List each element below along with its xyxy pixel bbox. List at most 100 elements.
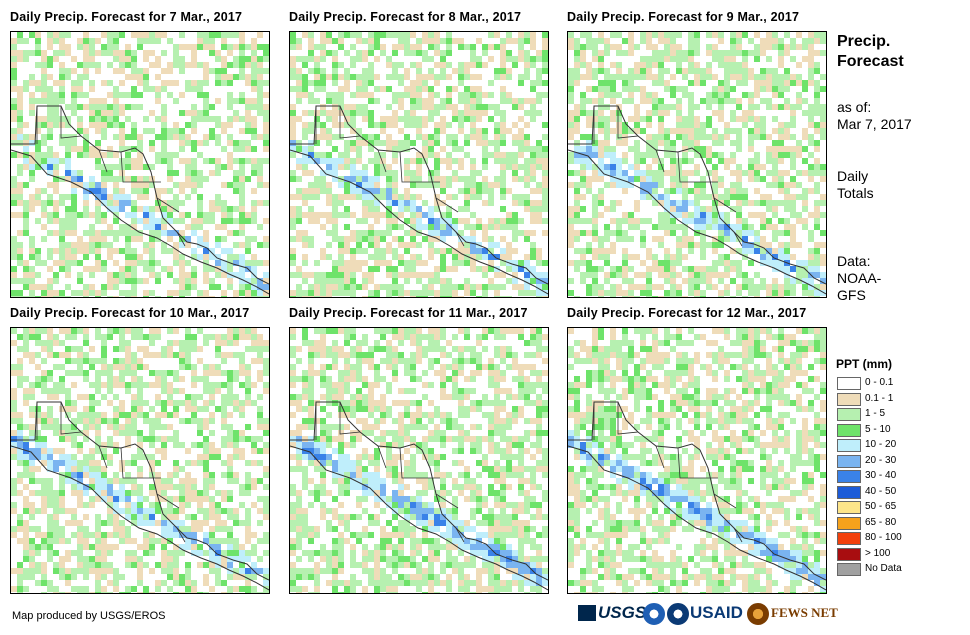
precip-cell [802, 170, 808, 176]
precip-cell [203, 514, 209, 520]
precip-cell [778, 260, 784, 266]
precip-cell [137, 236, 143, 242]
precip-cell [137, 376, 143, 382]
precip-cell [53, 496, 59, 502]
precip-cell [404, 176, 410, 182]
precip-cell [83, 152, 89, 158]
precip-cell [143, 74, 149, 80]
precip-cell [440, 68, 446, 74]
precip-cell [428, 334, 434, 340]
precip-cell [362, 248, 368, 254]
precip-cell [77, 586, 83, 592]
precip-cell [700, 134, 706, 140]
precip-cell [676, 68, 682, 74]
precip-cell [161, 218, 167, 224]
precip-cell [542, 38, 548, 44]
precip-cell [77, 364, 83, 370]
precip-cell [476, 74, 482, 80]
precip-cell [113, 116, 119, 122]
precip-cell [71, 436, 77, 442]
precip-cell [476, 254, 482, 260]
precip-cell [107, 62, 113, 68]
precip-cell [482, 110, 488, 116]
precip-cell [610, 218, 616, 224]
precip-cell [808, 122, 814, 128]
precip-cell [494, 296, 500, 297]
precip-cell [29, 140, 35, 146]
precip-cell [173, 544, 179, 550]
precip-cell [458, 146, 464, 152]
precip-cell [167, 230, 173, 236]
precip-cell [257, 418, 263, 424]
precip-cell [506, 158, 512, 164]
precip-cell [65, 254, 71, 260]
precip-cell [203, 364, 209, 370]
precip-cell [239, 44, 245, 50]
precip-cell [179, 358, 185, 364]
precip-cell [65, 284, 71, 290]
precip-cell [173, 532, 179, 538]
precip-cell [500, 116, 506, 122]
precip-cell [742, 116, 748, 122]
precip-cell [191, 50, 197, 56]
precip-cell [616, 116, 622, 122]
precip-cell [458, 260, 464, 266]
precip-cell [670, 212, 676, 218]
precip-cell [41, 568, 47, 574]
precip-cell [302, 170, 308, 176]
precip-cell [362, 116, 368, 122]
precip-cell [41, 418, 47, 424]
precip-cell [784, 68, 790, 74]
precip-cell [332, 68, 338, 74]
precip-cell [65, 296, 71, 297]
precip-cell [446, 176, 452, 182]
precip-cell [209, 68, 215, 74]
precip-cell [814, 260, 820, 266]
precip-cell [155, 484, 161, 490]
precip-cell [137, 484, 143, 490]
precip-cell [524, 74, 530, 80]
precip-cell [119, 358, 125, 364]
precip-cell [77, 394, 83, 400]
precip-cell [694, 62, 700, 68]
precip-cell [131, 382, 137, 388]
precip-cell [470, 236, 476, 242]
precip-cell [598, 110, 604, 116]
precip-cell [362, 56, 368, 62]
precip-cell [392, 92, 398, 98]
precip-cell [17, 592, 23, 593]
precip-cell [143, 544, 149, 550]
precip-cell [410, 98, 416, 104]
precip-cell [736, 116, 742, 122]
precip-cell [790, 56, 796, 62]
precip-cell [149, 86, 155, 92]
precip-cell [125, 418, 131, 424]
precip-cell [59, 532, 65, 538]
precip-cell [191, 266, 197, 272]
precip-cell [179, 128, 185, 134]
precip-cell [197, 182, 203, 188]
precip-cell [736, 266, 742, 272]
precip-cell [712, 182, 718, 188]
precip-cell [604, 122, 610, 128]
precip-cell [634, 104, 640, 110]
precip-cell [53, 340, 59, 346]
precip-cell [17, 116, 23, 122]
precip-cell [622, 260, 628, 266]
precip-cell [580, 194, 586, 200]
precip-cell [77, 358, 83, 364]
precip-cell [251, 56, 257, 62]
precip-cell [167, 496, 173, 502]
precip-cell [434, 194, 440, 200]
precip-cell [185, 514, 191, 520]
precip-cell [530, 56, 536, 62]
precip-cell [748, 98, 754, 104]
precip-cell [350, 110, 356, 116]
precip-cell [616, 104, 622, 110]
precip-cell [107, 502, 113, 508]
precip-cell [646, 98, 652, 104]
precip-cell [17, 104, 23, 110]
precip-cell [101, 466, 107, 472]
precip-cell [29, 110, 35, 116]
precip-cell [392, 50, 398, 56]
